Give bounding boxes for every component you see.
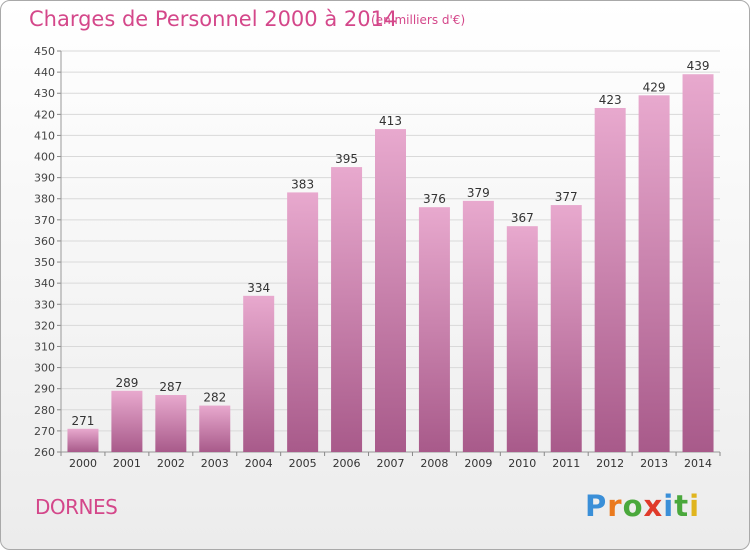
data-label: 439 [687, 59, 710, 73]
logo-letter: x [643, 489, 664, 523]
logo-letter: P [585, 489, 608, 523]
y-tick-label: 420 [34, 108, 55, 121]
bar [331, 167, 363, 452]
data-label: 334 [247, 281, 270, 295]
place-name: DORNES [35, 495, 118, 519]
bar [67, 428, 99, 452]
y-tick-label: 270 [34, 425, 55, 438]
y-tick-label: 280 [34, 404, 55, 417]
y-tick-label: 360 [34, 235, 55, 248]
bar [506, 226, 538, 452]
data-label: 271 [72, 414, 95, 428]
x-tick-label: 2010 [508, 457, 536, 470]
data-label: 395 [335, 152, 358, 166]
y-tick-label: 440 [34, 66, 55, 79]
data-label: 429 [643, 80, 666, 94]
x-tick-label: 2009 [464, 457, 492, 470]
x-tick-label: 2008 [420, 457, 448, 470]
bar [243, 295, 275, 452]
x-tick-label: 2006 [333, 457, 361, 470]
y-tick-label: 410 [34, 129, 55, 142]
y-tick-label: 390 [34, 172, 55, 185]
data-label: 423 [599, 93, 622, 107]
x-tick-label: 2007 [377, 457, 405, 470]
chart-subtitle: (en milliers d'€) [371, 13, 466, 27]
y-tick-label: 430 [34, 87, 55, 100]
data-label: 413 [379, 114, 402, 128]
x-tick-label: 2013 [640, 457, 668, 470]
y-tick-label: 330 [34, 298, 55, 311]
x-tick-label: 2011 [552, 457, 580, 470]
y-tick-label: 290 [34, 383, 55, 396]
bars [67, 74, 714, 453]
logo-letter: r [607, 489, 623, 523]
proxiti-logo[interactable]: Proxiti [585, 489, 700, 523]
y-tick-label: 340 [34, 277, 55, 290]
data-label: 289 [115, 376, 138, 390]
x-tick-label: 2003 [201, 457, 229, 470]
y-tick-label: 400 [34, 151, 55, 164]
y-tick-label: 310 [34, 340, 55, 353]
bar [418, 207, 450, 452]
x-tick-label: 2012 [596, 457, 624, 470]
logo-letter: i [663, 489, 675, 523]
axes: 260 270 280 290 300 310 320 330 340 350 360 370 380 3… [34, 45, 721, 470]
bar [287, 192, 319, 452]
data-label: 379 [467, 186, 490, 200]
y-tick-label: 380 [34, 193, 55, 206]
bar [155, 395, 187, 452]
chart-title: Charges de Personnel 2000 à 2014 [29, 7, 398, 31]
logo-letter: o [622, 489, 644, 523]
y-tick-label: 260 [34, 446, 55, 459]
x-tick-label: 2004 [245, 457, 273, 470]
bar [594, 107, 626, 453]
x-tick-label: 2000 [69, 457, 97, 470]
data-label: 367 [511, 211, 534, 225]
bar [375, 129, 406, 452]
y-tick-label: 450 [34, 45, 55, 58]
bar [550, 205, 582, 452]
x-tick-label: 2005 [289, 457, 317, 470]
y-tick-label: 350 [34, 256, 55, 269]
data-labels: 271 289 287 282 334 383 395 413 376 379 367 377 423 4… [72, 59, 710, 428]
y-tick-label: 320 [34, 319, 55, 332]
data-label: 287 [159, 380, 182, 394]
bar [682, 74, 714, 452]
bar [638, 95, 670, 453]
data-label: 376 [423, 192, 446, 206]
x-tick-label: 2002 [157, 457, 185, 470]
y-tick-label: 370 [34, 214, 55, 227]
logo-letter: t [674, 489, 690, 523]
logo-letter: i [689, 489, 701, 523]
bar [199, 405, 231, 452]
bar [111, 390, 143, 452]
x-tick-label: 2014 [684, 457, 712, 470]
data-label: 282 [203, 391, 226, 405]
y-tick-label: 300 [34, 362, 55, 375]
x-tick-label: 2001 [113, 457, 141, 470]
data-label: 377 [555, 190, 578, 204]
bar [462, 200, 494, 452]
data-label: 383 [291, 177, 314, 191]
